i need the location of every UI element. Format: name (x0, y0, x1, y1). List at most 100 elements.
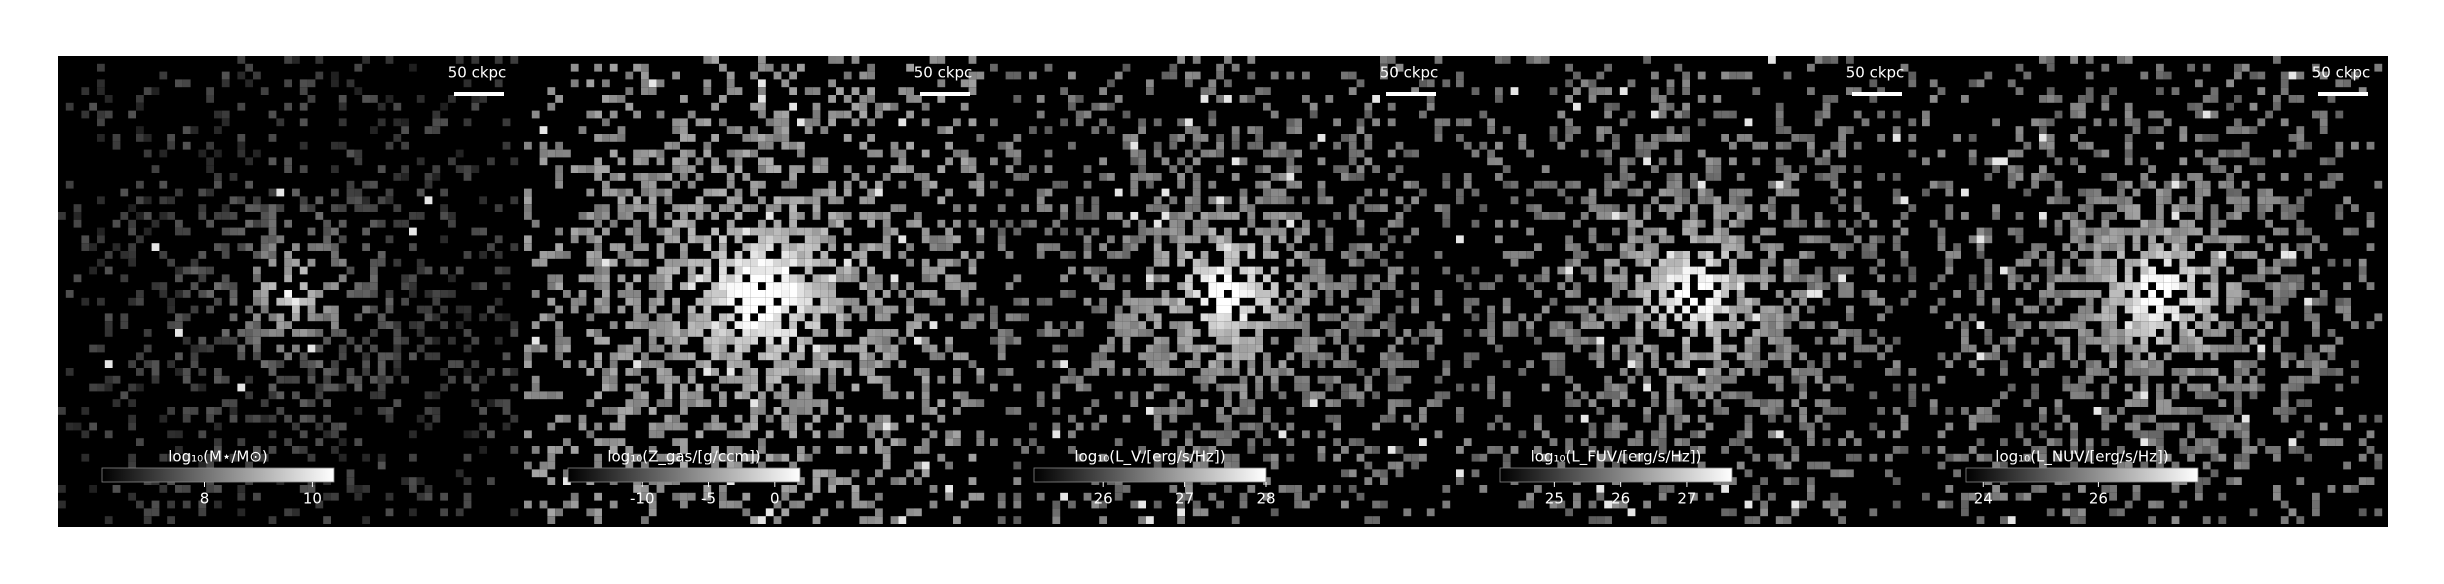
pixel (851, 500, 860, 509)
pixel (136, 297, 144, 306)
pixel (1929, 282, 1938, 290)
pixel (1674, 422, 1683, 431)
pixel (253, 453, 261, 462)
pixel (594, 157, 602, 166)
pixel (1729, 375, 1737, 384)
pixel (1846, 266, 1854, 275)
pixel (448, 219, 456, 228)
pixel (136, 212, 144, 220)
pixel (1713, 305, 1722, 314)
pixel (2000, 336, 2008, 345)
pixel (750, 243, 758, 251)
pixel (812, 165, 821, 173)
pixel (1869, 266, 1878, 275)
pixel (2132, 430, 2141, 439)
pixel (1596, 149, 1605, 158)
pixel (1356, 438, 1365, 446)
pixel (1526, 492, 1534, 501)
pixel (1231, 368, 1240, 376)
pixel (1565, 258, 1573, 267)
pixel (1177, 243, 1185, 251)
pixel (609, 63, 618, 72)
pixel (586, 508, 595, 517)
pixel (633, 407, 641, 415)
pixel (680, 391, 688, 400)
pixel (594, 336, 602, 345)
pixel (1612, 141, 1620, 150)
pixel (206, 266, 214, 275)
pixel (1619, 243, 1628, 251)
pixel (687, 399, 696, 407)
pixel (1945, 258, 1954, 267)
pixel (416, 414, 425, 423)
pixel (510, 243, 519, 251)
pixel (2039, 173, 2047, 181)
pixel (1255, 87, 1263, 95)
pixel (1200, 399, 1209, 407)
pixel (1643, 180, 1651, 189)
pixel (1325, 227, 1334, 236)
pixel (1060, 87, 1068, 95)
pixel (867, 500, 875, 509)
pixel (687, 219, 696, 228)
pixel (1518, 313, 1527, 322)
pixel (1783, 219, 1792, 228)
pixel (851, 383, 860, 392)
pixel (734, 188, 743, 197)
pixel (1713, 173, 1722, 181)
pixel (890, 165, 899, 173)
pixel (1922, 157, 1930, 166)
pixel (1666, 251, 1675, 259)
pixel (937, 297, 946, 306)
pixel (237, 492, 246, 501)
pixel (331, 492, 339, 501)
pixel (1044, 126, 1053, 134)
pixel (1768, 243, 1776, 251)
pixel (1658, 102, 1667, 111)
pixel (2140, 391, 2149, 400)
pixel (1953, 134, 1961, 142)
pixel (2078, 227, 2086, 236)
pixel (625, 461, 634, 470)
pixel (1807, 235, 1815, 244)
pixel (719, 204, 727, 212)
pixel (1247, 446, 1256, 454)
pixel (1130, 134, 1139, 142)
pixel (547, 422, 556, 431)
pixel (633, 274, 641, 283)
pixel (836, 422, 844, 431)
pixel (1604, 274, 1612, 283)
pixel (687, 266, 696, 275)
pixel (750, 368, 758, 376)
pixel (1830, 274, 1839, 283)
colorbar-label: log₁₀(L_V/[erg/s/Hz]) (1074, 448, 1225, 467)
pixel (990, 383, 998, 392)
pixel (292, 243, 300, 251)
pixel (968, 219, 977, 228)
pixel (2046, 196, 2055, 205)
pixel (1216, 282, 1224, 290)
pixel (734, 196, 743, 205)
pixel (2156, 227, 2164, 236)
pixel (1705, 297, 1714, 306)
pixel (1892, 134, 1901, 142)
pixel (1270, 149, 1279, 158)
pixel (1114, 329, 1123, 337)
pixel (1822, 399, 1831, 407)
pixel (633, 173, 641, 181)
pixel (1807, 477, 1815, 485)
pixel (1380, 500, 1388, 509)
pixel (1908, 118, 1917, 127)
pixel (734, 360, 743, 368)
pixel (1674, 63, 1683, 72)
pixel (641, 173, 649, 181)
pixel (929, 297, 938, 306)
pixel (797, 399, 805, 407)
pixel (1619, 453, 1628, 462)
pixel (237, 352, 246, 361)
pixel (1200, 258, 1209, 267)
pixel (750, 274, 758, 283)
pixel (524, 141, 532, 150)
pixel (797, 282, 805, 290)
pixel (758, 266, 766, 275)
